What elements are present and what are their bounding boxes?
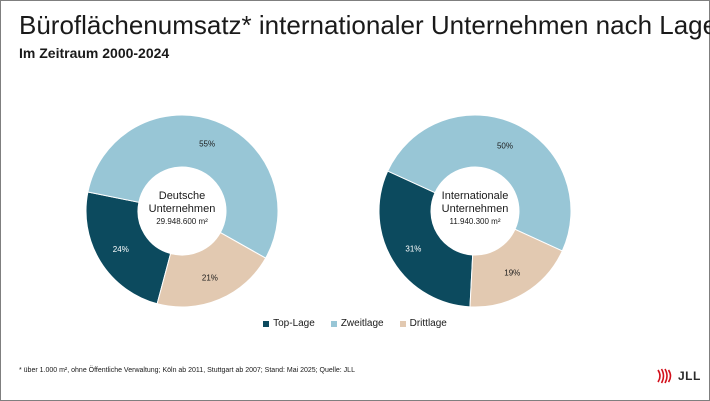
donut-2-data-label-zweitlage: 50% (497, 142, 513, 151)
legend-swatch-top-lage (263, 320, 270, 327)
donut-1-data-label-top-lage: 24% (113, 245, 129, 254)
donut-1-slice-drittlage (156, 231, 267, 308)
donut-1-data-label-zweitlage: 55% (199, 140, 215, 149)
legend-item-top-lage: Top-Lage (263, 318, 315, 329)
page-title: Büroflächenumsatz* internationaler Unter… (19, 10, 710, 40)
donut-2-data-label-top-lage: 31% (405, 244, 421, 253)
legend-label-zweitlage: Zweitlage (340, 318, 384, 329)
legend-label-top-lage: Top-Lage (273, 318, 315, 329)
chart-legend: Top-Lage Zweitlage Drittlage (1, 318, 709, 329)
donut-1-slice-top-lage (85, 191, 172, 305)
page-subtitle: Im Zeitraum 2000-2024 (19, 45, 170, 61)
donut-2-slice-drittlage (469, 228, 563, 308)
donut-1-center-label-line-1: Deutsche (159, 190, 205, 202)
donut-2-slice-top-lage (378, 170, 474, 308)
jll-logo-text: JLL (678, 369, 701, 383)
jll-logo-icon (657, 368, 672, 384)
donut-1-data-label-drittlage: 21% (202, 273, 218, 282)
donut-1-center-label-line-2: Unternehmen (149, 203, 216, 215)
donut-2-center-label-line-2: Unternehmen (442, 203, 509, 215)
legend-swatch-drittlage (399, 320, 406, 327)
legend-swatch-zweitlage (330, 320, 337, 327)
donut-2-center-label-line-1: Internationale (442, 190, 509, 202)
legend-item-drittlage: Drittlage (399, 318, 447, 329)
donut-1-center-value: 29.948.600 m² (156, 217, 208, 226)
legend-label-drittlage: Drittlage (409, 318, 447, 329)
donut-2-data-label-drittlage: 19% (504, 269, 520, 278)
donut-2-slice-zweitlage (387, 114, 572, 252)
jll-logo: JLL (655, 366, 701, 386)
footnote: * über 1.000 m², ohne Öffentliche Verwal… (19, 367, 355, 374)
donut-2-center-value: 11.940.300 m² (450, 217, 501, 226)
legend-item-zweitlage: Zweitlage (330, 318, 384, 329)
donut-1-slice-zweitlage (87, 114, 279, 259)
